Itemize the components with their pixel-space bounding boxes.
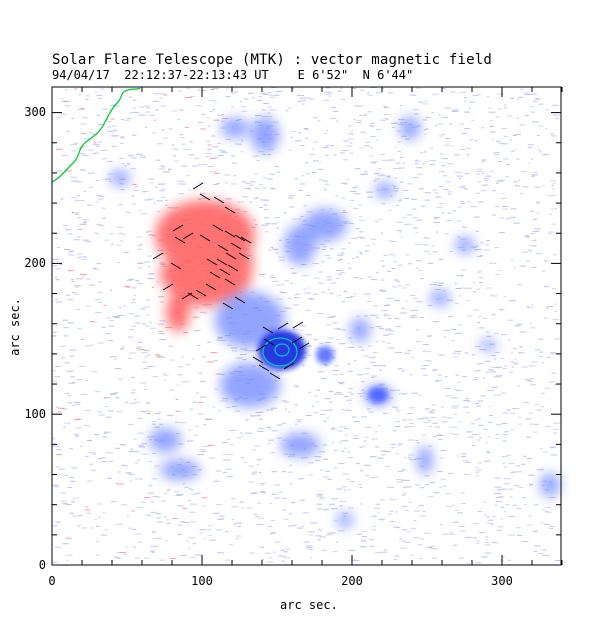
- y-tick-label: 0: [39, 558, 46, 572]
- field-vector: [209, 271, 221, 279]
- field-vector: [216, 258, 228, 266]
- figure-title: Solar Flare Telescope (MTK) : vector mag…: [52, 52, 493, 68]
- field-vector: [205, 283, 217, 291]
- field-vector: [192, 182, 204, 190]
- axis-ticks: [51, 87, 563, 566]
- observation-info: 94/04/17 22:12:37-22:13:43 UT E 6'52" N …: [52, 68, 414, 82]
- field-vector: [298, 342, 310, 350]
- inner-contour: [274, 343, 290, 357]
- field-vector: [252, 356, 264, 364]
- positive-polarity-region: [155, 200, 255, 332]
- field-vector: [258, 364, 270, 372]
- secondary-spot: [316, 346, 388, 403]
- field-vector: [199, 234, 211, 242]
- field-vector: [224, 278, 236, 286]
- x-tick-label: 100: [191, 574, 213, 588]
- limb-line: [51, 87, 141, 183]
- field-vector: [277, 322, 289, 330]
- field-vector: [255, 344, 267, 352]
- x-tick-labels: 0 100 200 300: [48, 574, 512, 588]
- field-vector: [292, 321, 304, 329]
- field-vector: [263, 338, 275, 346]
- sunspot-umbra: [258, 330, 306, 370]
- field-contours: [262, 337, 298, 367]
- field-vector: [234, 296, 246, 304]
- transverse-field-vectors: [152, 182, 310, 380]
- field-vector: [219, 268, 231, 276]
- field-vector: [174, 236, 186, 244]
- field-vector: [181, 292, 193, 300]
- field-vector: [240, 236, 252, 244]
- field-vector: [269, 372, 281, 380]
- field-vector: [238, 252, 250, 260]
- field-vector: [227, 264, 239, 272]
- field-vector: [217, 244, 229, 252]
- outer-contour: [262, 337, 298, 367]
- y-tick-label: 200: [24, 256, 46, 270]
- y-tick-label: 300: [24, 105, 46, 119]
- polarity-regions: [110, 116, 560, 528]
- field-vector: [234, 234, 246, 242]
- field-vector: [230, 242, 242, 250]
- field-vector: [195, 289, 207, 297]
- field-vector: [170, 262, 182, 270]
- field-vector: [222, 302, 234, 310]
- field-vector: [212, 224, 224, 232]
- plot-frame: [51, 86, 562, 566]
- x-tick-label: 200: [341, 574, 363, 588]
- field-vector: [162, 283, 174, 291]
- background-noise: [52, 87, 561, 564]
- y-tick-label: 100: [24, 407, 46, 421]
- field-vector: [224, 230, 236, 238]
- field-vector: [283, 362, 295, 370]
- field-vector: [224, 206, 236, 214]
- field-vector: [182, 232, 194, 240]
- field-vector: [213, 196, 225, 204]
- x-axis-label: arc sec.: [280, 598, 338, 612]
- field-vector: [199, 193, 211, 201]
- field-vector: [225, 252, 237, 260]
- field-vector: [172, 224, 184, 232]
- x-tick-label: 0: [48, 574, 55, 588]
- y-tick-labels: 0 100 200 300: [24, 105, 46, 572]
- field-vector: [262, 326, 274, 334]
- field-vector: [152, 252, 164, 260]
- x-tick-label: 300: [491, 574, 513, 588]
- field-vector: [206, 258, 218, 266]
- field-vector: [291, 336, 303, 344]
